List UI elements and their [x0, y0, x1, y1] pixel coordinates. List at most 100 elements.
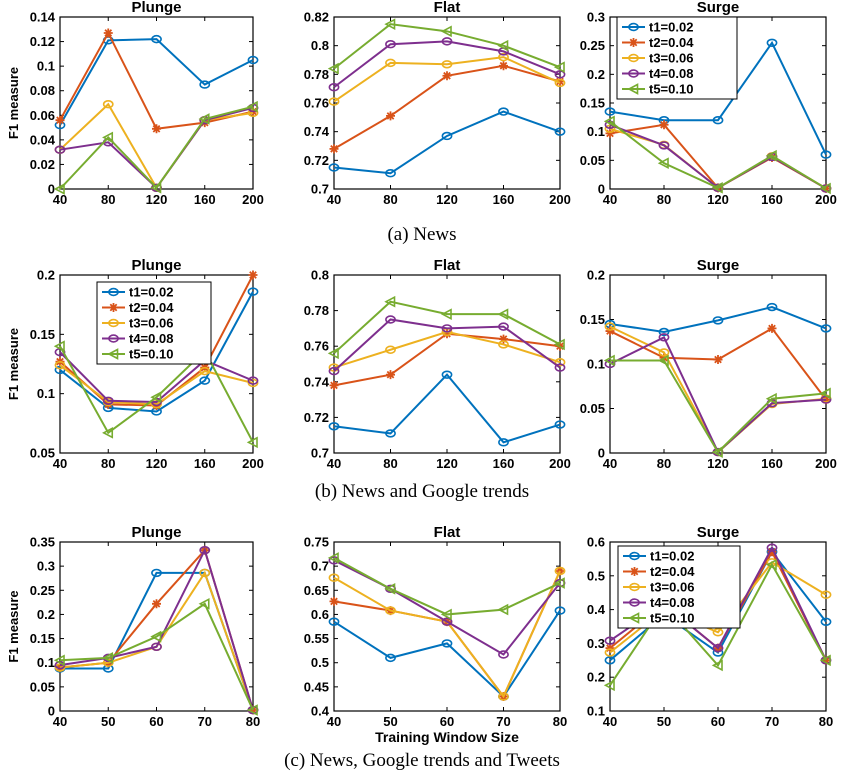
panel-title: Plunge — [131, 257, 181, 274]
data-point — [53, 340, 65, 353]
data-point — [151, 34, 162, 44]
x-tick-label: 60 — [711, 714, 725, 729]
data-point — [199, 80, 211, 89]
x-tick-label: 50 — [101, 714, 115, 729]
y-tick-label: 0.2 — [587, 268, 605, 283]
data-point — [498, 52, 509, 62]
series-line — [333, 110, 561, 175]
series-line — [59, 38, 254, 126]
data-point — [712, 316, 724, 325]
legend-label: t5=0.10 — [129, 347, 173, 362]
data-point — [328, 573, 340, 582]
legend-marker — [108, 334, 119, 343]
data-point — [199, 376, 211, 385]
legend-marker — [629, 38, 638, 47]
y-tick-label: 0.75 — [304, 535, 329, 550]
data-point — [328, 83, 340, 92]
data-point — [103, 28, 113, 38]
data-point — [385, 429, 396, 438]
series-line — [333, 557, 561, 616]
panel-title: Plunge — [131, 0, 181, 16]
panel-title: Flat — [434, 524, 461, 541]
chart-panel: Flat 0.7 0.72 0.74 0.76 0.78 0.8 0.82 40 80 120 160… — [304, 0, 571, 207]
y-tick-label: 0.45 — [304, 679, 329, 694]
y-tick-label: 0.2 — [37, 607, 55, 622]
y-axis-label: F1 measure — [6, 590, 21, 662]
legend-marker — [628, 69, 639, 78]
y-tick-label: 0.4 — [311, 704, 330, 719]
series-line — [610, 359, 827, 454]
data-point — [554, 420, 566, 429]
data-point — [497, 39, 509, 52]
y-tick-label: 0.65 — [304, 583, 329, 598]
data-point — [441, 37, 453, 46]
series-line — [59, 291, 254, 413]
panel-title: Flat — [434, 0, 461, 16]
y-tick-label: 0.8 — [311, 268, 329, 283]
y-tick-label: 0.72 — [304, 410, 329, 425]
data-point — [498, 438, 509, 447]
series-line — [333, 40, 561, 89]
data-point — [199, 366, 211, 376]
data-point — [604, 107, 616, 116]
data-point — [151, 642, 162, 651]
x-tick-label: 40 — [327, 714, 341, 729]
y-tick-label: 0.15 — [30, 631, 55, 646]
data-point — [497, 603, 509, 616]
y-tick-label: 0.3 — [37, 559, 55, 574]
data-point — [820, 324, 832, 333]
legend-marker — [108, 318, 119, 328]
y-tick-label: 0 — [598, 446, 605, 461]
series-line — [59, 547, 254, 711]
series-line — [59, 570, 254, 711]
x-tick-label: 160 — [761, 192, 783, 207]
x-tick-label: 40 — [603, 192, 617, 207]
data-point — [555, 566, 565, 576]
y-tick-label: 0.1 — [37, 386, 55, 401]
chart-panel: Plunge 0.05 0.1 0.15 0.2 40 80 120 160 200 F1 meas… — [6, 257, 264, 471]
series-line — [609, 325, 827, 454]
y-tick-label: 0.7 — [311, 182, 329, 197]
data-point — [328, 366, 340, 376]
data-point — [53, 654, 65, 667]
data-point — [327, 347, 339, 360]
data-point — [53, 183, 65, 195]
y-axis-label: F1 measure — [6, 328, 21, 400]
data-point — [248, 270, 258, 280]
data-point — [553, 61, 565, 73]
data-point — [152, 124, 161, 134]
data-point — [385, 40, 396, 49]
y-tick-label: 0.14 — [30, 10, 56, 25]
legend-label: t3=0.06 — [650, 580, 694, 595]
data-point — [554, 363, 566, 372]
data-point — [440, 608, 452, 621]
data-point — [54, 145, 66, 154]
data-point — [712, 628, 724, 637]
y-tick-label: 0.78 — [304, 303, 329, 318]
series-line — [609, 335, 827, 454]
panel-title: Plunge — [131, 524, 181, 541]
legend-marker — [629, 582, 640, 592]
y-tick-label: 0.74 — [304, 374, 330, 389]
legend-marker — [628, 22, 639, 32]
caption-a: (a) News — [387, 224, 456, 245]
data-point — [441, 131, 453, 141]
x-tick-label: 200 — [815, 456, 837, 471]
y-axis-label: F1 measure — [6, 67, 21, 139]
data-point — [199, 546, 211, 555]
x-tick-label: 120 — [146, 456, 168, 471]
data-point — [555, 77, 565, 86]
x-tick-label: 160 — [493, 192, 515, 207]
y-tick-label: 0.04 — [30, 132, 56, 147]
legend-label: t4=0.08 — [649, 66, 693, 81]
data-point — [329, 144, 339, 154]
x-tick-label: 40 — [53, 714, 67, 729]
data-point — [384, 583, 396, 595]
x-tick-label: 160 — [493, 456, 515, 471]
y-tick-label: 0.5 — [587, 568, 605, 583]
caption-c: (c) News, Google trends and Tweets — [284, 750, 560, 771]
